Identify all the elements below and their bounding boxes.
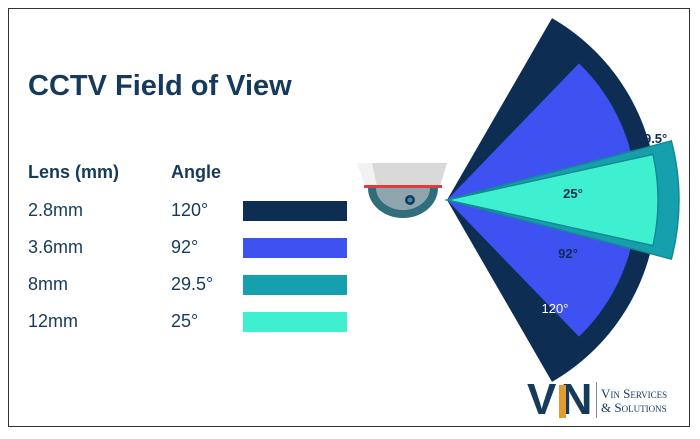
lens-value: 12mm [28, 311, 79, 331]
wedge-label: 25° [563, 186, 583, 201]
angle-value: 92° [171, 237, 199, 257]
vin-logo: V N Vin Services & Solutions [527, 375, 668, 424]
page-title: CCTV Field of View [28, 70, 292, 102]
frame [8, 8, 690, 427]
header-angle: Angle [171, 162, 222, 182]
color-swatch [243, 275, 347, 295]
lens-value: 3.6mm [28, 237, 84, 257]
lens-value: 2.8mm [28, 200, 84, 220]
fov-wedge-25 [446, 153, 659, 247]
color-swatch [243, 238, 347, 258]
color-swatch [243, 201, 347, 221]
lens-row: 12mm 25° [0, 311, 360, 333]
lens-row: 3.6mm 92° [0, 237, 360, 259]
camera-icon [357, 163, 447, 218]
wedge-label: 29.5° [637, 131, 668, 146]
color-swatch [243, 312, 347, 332]
header-lens: Lens (mm) [28, 162, 120, 182]
angle-value: 29.5° [171, 274, 214, 294]
angle-value: 25° [171, 311, 199, 331]
lens-row: 8mm 29.5° [0, 274, 360, 296]
wedge-label: 120° [542, 301, 569, 316]
angle-value: 120° [171, 200, 209, 220]
lens-row: 2.8mm 120° [0, 200, 360, 222]
lens-value: 8mm [28, 274, 68, 294]
wedge-label: 92° [558, 246, 578, 261]
